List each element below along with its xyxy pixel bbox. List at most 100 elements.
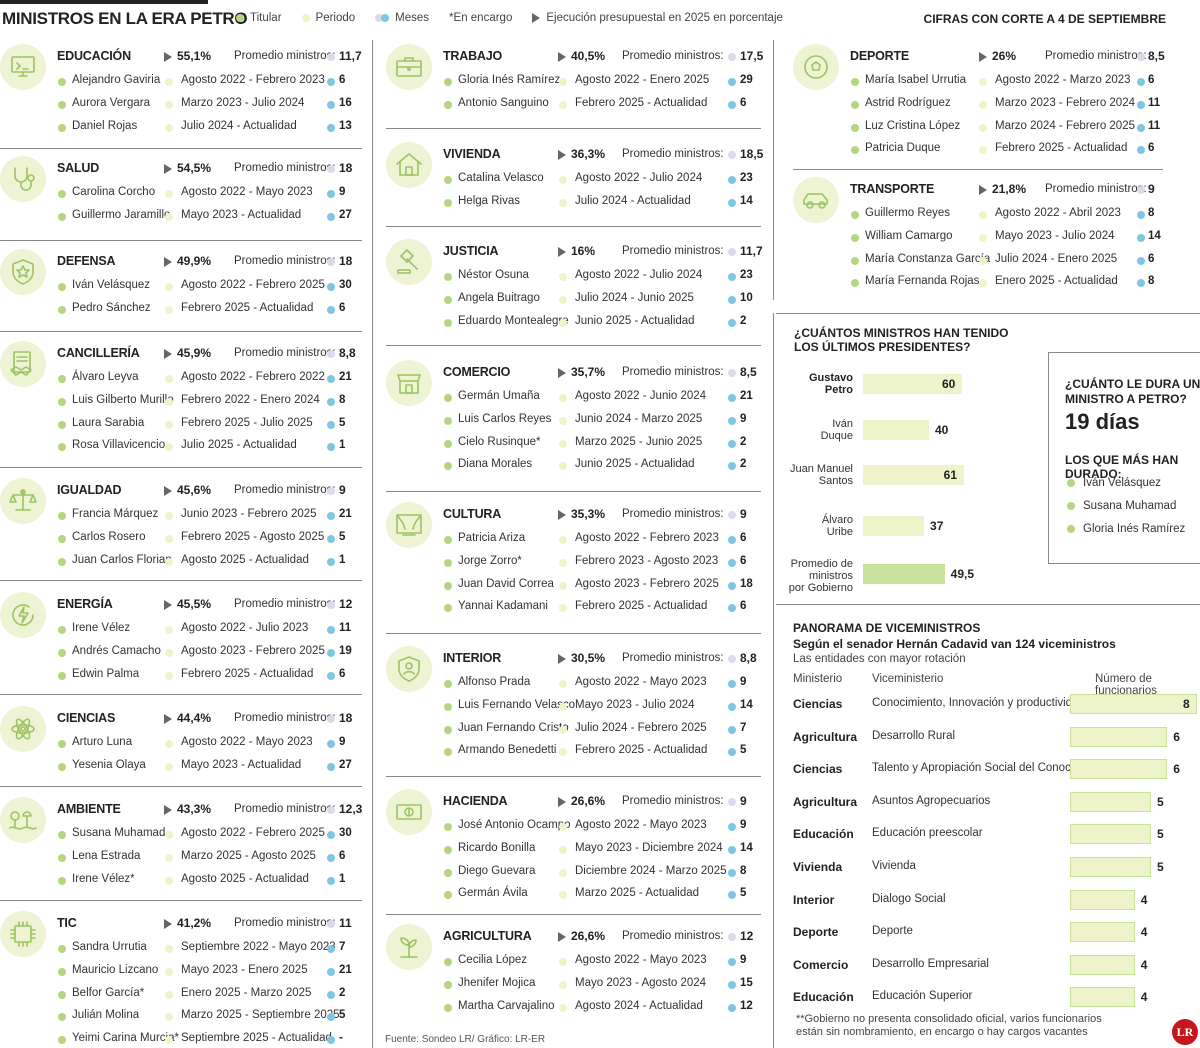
ministry-5: IGUALDAD 45,6% Promedio ministros: 9 Francia… bbox=[0, 478, 375, 577]
minister-period: Febrero 2025 - Actualidad bbox=[575, 600, 708, 613]
budget-execution: 35,7% bbox=[558, 365, 605, 379]
minister-months: 14 bbox=[1148, 229, 1161, 242]
minister-months: 6 bbox=[740, 600, 747, 613]
titular-dot bbox=[444, 1003, 452, 1012]
minister-months: 30 bbox=[339, 827, 352, 839]
minister-name: Yeimi Carina Murcia* bbox=[72, 1032, 179, 1045]
average-label: Promedio ministros: bbox=[234, 484, 336, 496]
minister-name: Edwin Palma bbox=[72, 667, 140, 680]
average-dot bbox=[327, 165, 335, 173]
vice-viceministerio: Dialogo Social bbox=[872, 892, 946, 905]
average-dot bbox=[728, 511, 736, 519]
vice-bar bbox=[1070, 889, 1135, 910]
handshake-icon bbox=[0, 341, 46, 387]
minister-period: Junio 2023 - Febrero 2025 bbox=[181, 508, 317, 520]
average-label: Promedio ministros: bbox=[622, 795, 724, 807]
minister-row: Iván Velásquez Agosto 2022 - Febrero 2025… bbox=[0, 279, 375, 299]
budget-execution: 26,6% bbox=[558, 794, 605, 808]
minister-period: Febrero 2025 - Actualidad bbox=[575, 96, 708, 109]
president-value: 61 bbox=[943, 468, 957, 482]
ministry-name: TRANSPORTE bbox=[850, 182, 935, 196]
minister-name: Helga Rivas bbox=[458, 194, 520, 207]
vice-row: Educación Educación Superior 4 bbox=[776, 987, 1200, 1009]
minister-name: Eduardo Montealegre bbox=[458, 314, 569, 327]
president-value: 60 bbox=[942, 377, 956, 391]
average-value: 12 bbox=[740, 929, 754, 943]
minister-period: Agosto 2022 - Mayo 2023 bbox=[575, 676, 707, 688]
duration-question-line2: MINISTRO A PETRO? bbox=[1065, 392, 1187, 406]
minister-months: 23 bbox=[740, 172, 753, 184]
months-dot bbox=[728, 958, 736, 966]
months-dot bbox=[327, 945, 335, 953]
vice-count: 6 bbox=[1173, 762, 1180, 777]
minister-months: 7 bbox=[740, 721, 747, 734]
vice-ministerio: Ciencias bbox=[793, 762, 843, 777]
minister-months: 8 bbox=[339, 393, 346, 406]
president-label: Juan Manuel Santos bbox=[776, 463, 853, 487]
ministry-10: TRABAJO 40,5% Promedio ministros: 17,5 Glori… bbox=[386, 44, 763, 120]
minister-row: Cecilia López Agosto 2022 - Mayo 2023 9 bbox=[386, 954, 761, 974]
triangle-icon bbox=[164, 918, 172, 929]
vice-footnote-line2: están sin nombramiento, en encargo o hay… bbox=[796, 1026, 1088, 1038]
presidents-title-line1: ¿CUÁNTOS MINISTROS HAN TENIDO bbox=[794, 326, 1009, 340]
minister-months: 14 bbox=[740, 841, 753, 854]
minister-period: Agosto 2025 - Actualidad bbox=[181, 553, 309, 566]
average-dot bbox=[327, 487, 335, 495]
titular-dot bbox=[58, 762, 66, 771]
ministry-name: ENERGÍA bbox=[57, 597, 113, 611]
months-dot bbox=[728, 100, 736, 109]
president-label-line: Iván bbox=[832, 418, 853, 430]
average-value: 8,5 bbox=[1148, 49, 1165, 63]
budget-execution: 35,3% bbox=[558, 507, 605, 521]
minister-period: Julio 2024 - Actualidad bbox=[575, 194, 691, 207]
months-dot bbox=[327, 78, 335, 86]
president-label: Iván Duque bbox=[776, 418, 853, 442]
ministry-name: COMERCIO bbox=[443, 365, 511, 379]
minister-period: Febrero 2025 - Julio 2025 bbox=[181, 416, 313, 429]
minister-name: Juan Carlos Florian bbox=[72, 553, 172, 566]
minister-name: Ricardo Bonilla bbox=[458, 841, 536, 854]
divider bbox=[372, 40, 373, 1048]
source: Fuente: Sondeo LR/ Gráfico: LR-ER bbox=[385, 1034, 546, 1045]
minister-name: Luis Fernando Velasco bbox=[458, 698, 575, 711]
period-dot bbox=[165, 1036, 173, 1045]
minister-period: Agosto 2022 - Mayo 2023 bbox=[181, 736, 313, 748]
minister-row: Patricia Ariza Agosto 2022 - Febrero 2023… bbox=[386, 532, 761, 552]
minister-months: 5 bbox=[339, 416, 346, 429]
minister-row: Germán Ávila Marzo 2025 - Actualidad 5 bbox=[386, 887, 761, 907]
ministry-name: AMBIENTE bbox=[57, 802, 121, 816]
minister-months: 13 bbox=[339, 119, 352, 132]
vice-footnote-line1: **Gobierno no presenta consolidado ofici… bbox=[796, 1013, 1102, 1025]
minister-row: Luis Gilberto Murillo Febrero 2022 - Ener… bbox=[0, 394, 375, 414]
average-value: 9 bbox=[339, 483, 346, 497]
legend: Titular Periodo Meses *En encargo Ejecuc… bbox=[236, 12, 783, 24]
titular-dot bbox=[58, 1036, 66, 1045]
minister-name: Jhenifer Mojica bbox=[458, 976, 536, 989]
budget-execution: 40,5% bbox=[558, 49, 605, 63]
minister-period: Agosto 2022 - Febrero 2023 bbox=[575, 532, 719, 544]
minister-months: 27 bbox=[339, 758, 352, 771]
period-dot bbox=[979, 78, 987, 86]
vice-title: PANORAMA DE VICEMINISTROS bbox=[793, 621, 981, 635]
budget-execution: 55,1% bbox=[164, 49, 211, 63]
minister-months: 1 bbox=[339, 439, 346, 452]
ministry-name: HACIENDA bbox=[443, 794, 508, 808]
budget-execution: 45,6% bbox=[164, 483, 211, 497]
duration-question-line1: ¿CUÁNTO LE DURA UN bbox=[1065, 377, 1200, 391]
minister-period: Julio 2024 - Actualidad bbox=[181, 119, 297, 132]
period-dot bbox=[165, 557, 173, 566]
titular-dot bbox=[444, 558, 452, 567]
vice-count: 6 bbox=[1173, 729, 1180, 744]
minister-period: Agosto 2022 - Febrero 2022 bbox=[181, 371, 325, 383]
months-dot bbox=[327, 420, 335, 429]
minister-row: María Isabel Urrutia Agosto 2022 - Marzo … bbox=[793, 74, 1168, 94]
months-dot bbox=[728, 273, 736, 281]
president-label: Gustavo Petro bbox=[776, 372, 853, 396]
titular-dot bbox=[851, 123, 859, 132]
minister-row: María Constanza García Julio 2024 - Enero… bbox=[793, 253, 1168, 273]
budget-execution: 41,2% bbox=[164, 916, 211, 930]
months-dot bbox=[327, 648, 335, 657]
period-dot bbox=[559, 394, 567, 402]
divider bbox=[0, 580, 362, 581]
minister-period: Agosto 2022 - Mayo 2023 bbox=[575, 819, 707, 831]
